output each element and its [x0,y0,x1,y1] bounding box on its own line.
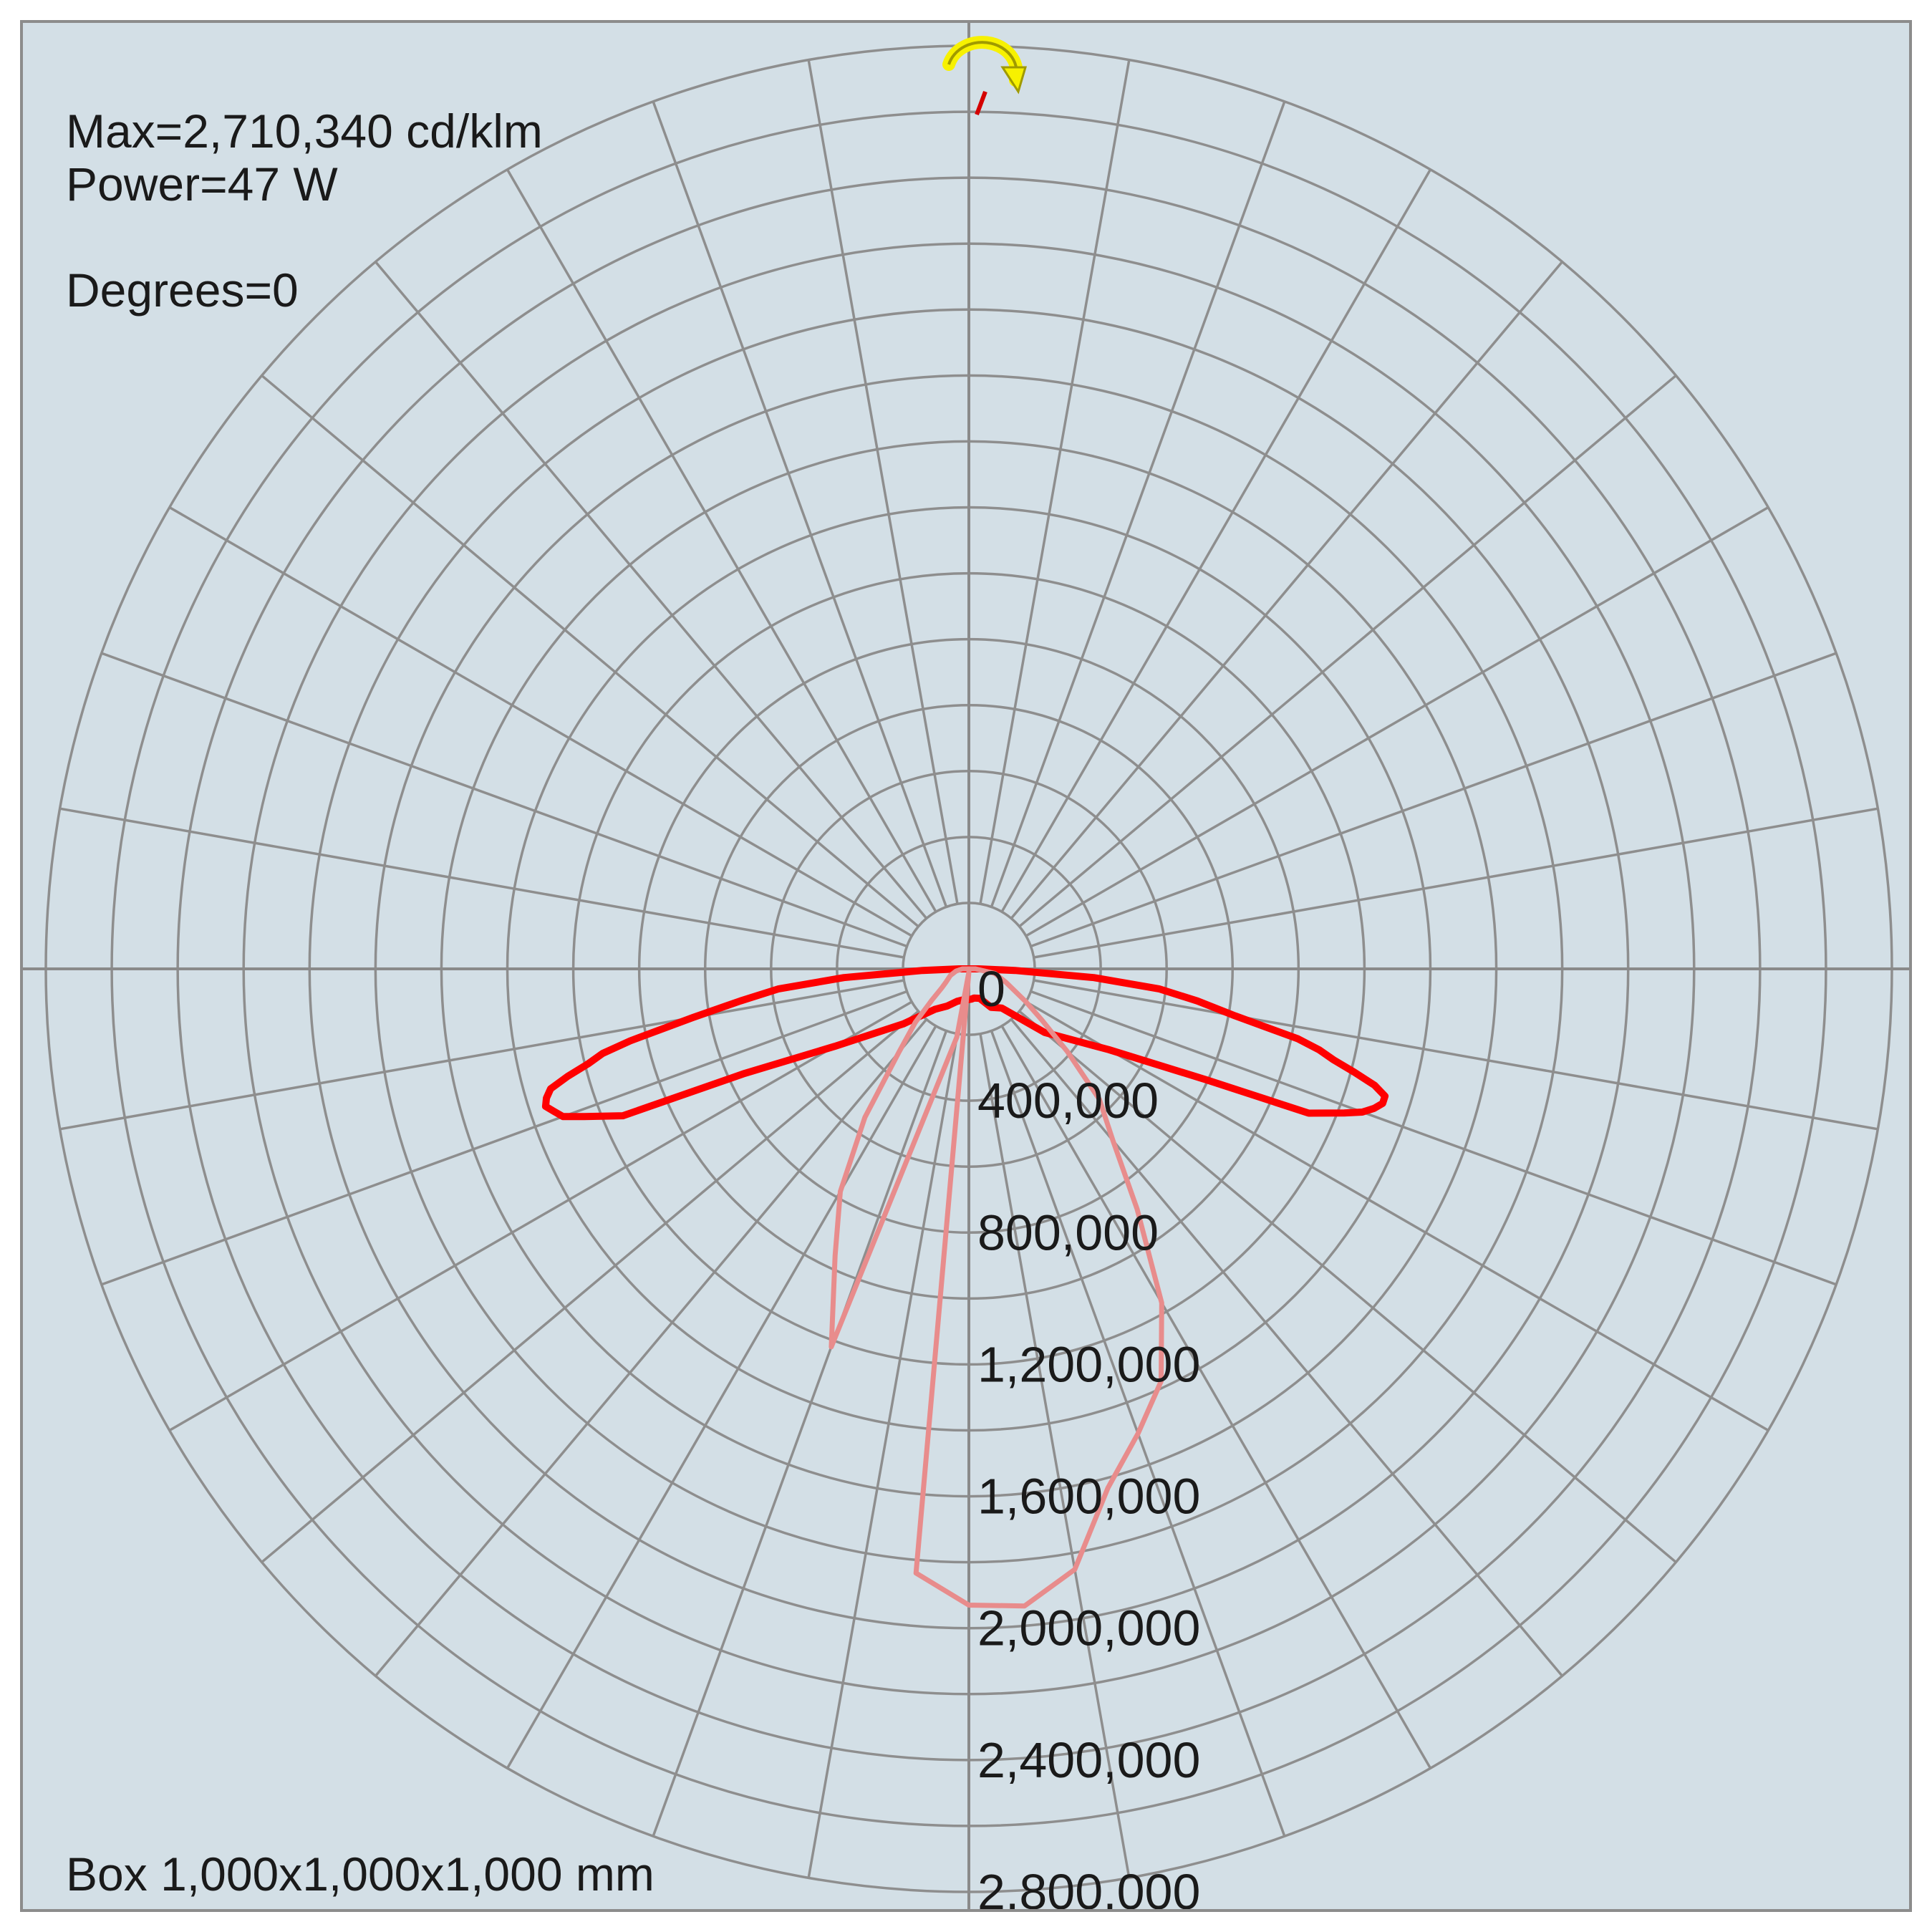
grid-spoke [59,807,904,959]
polar-plot: 0 400,000 800,000 1,200,000 1,600,000 2,000,0… [20,20,1912,1912]
r-tick-label: 400,000 [977,1073,1159,1129]
box-label: Box 1,000x1,000x1,000 mm [66,1848,655,1900]
grid-spoke [1025,506,1769,937]
grid-spoke [1030,652,1837,948]
grid-spoke [1030,990,1837,1286]
grid-spoke [506,1025,937,1769]
grid-spoke [168,506,913,937]
grid-spoke [1000,1025,1432,1769]
grid-spoke [59,979,904,1131]
grid-spoke [1033,979,1878,1131]
polar-chart: 0 400,000 800,000 1,200,000 1,600,000 2,000,0… [23,23,1909,1909]
r-tick-label: 1,600,000 [977,1469,1200,1525]
grid-spoke [990,101,1286,908]
r-tick-label: 2,400,000 [977,1732,1200,1788]
grid-spoke [979,1033,1131,1878]
tick-labels: 0 400,000 800,000 1,200,000 1,600,000 2,000,0… [977,961,1200,1909]
r-tick-label: 0 [977,961,1005,1017]
grid-spoke [652,1030,948,1837]
grid-spoke [1010,261,1563,919]
grid-spoke [1010,1018,1563,1677]
grid-spokes [59,59,1878,1878]
grid-spoke [807,1033,959,1878]
r-tick-label: 1,200,000 [977,1336,1200,1392]
power-label: Power=47 W [66,158,338,211]
grid-spoke [375,261,928,919]
max-label: Max=2,710,340 cd/klm [66,105,543,158]
series-line-2 [829,966,1164,1609]
grid-spoke [101,990,908,1286]
rotate-arrow-icon[interactable] [942,36,1028,116]
grid-spoke [1018,375,1677,928]
grid-spoke [261,1010,919,1563]
degrees-label: Degrees=0 [66,264,299,317]
grid-spoke [1018,1010,1677,1563]
r-tick-label: 2,800,000 [977,1864,1200,1909]
grid-spoke [979,59,1131,904]
grid-spoke [1033,807,1878,959]
grid-spoke [261,375,919,928]
grid-spoke [506,168,937,913]
r-tick-label: 2,000,000 [977,1600,1200,1656]
grid-spoke [375,1018,928,1677]
grid-spoke [1000,168,1432,913]
grid-spoke [807,59,959,904]
grid-spoke [101,652,908,948]
grid-spoke [1025,1000,1769,1432]
r-tick-label: 800,000 [977,1204,1159,1260]
series-layer [541,965,1389,1609]
grid-spoke [652,101,948,908]
grid-spoke [168,1000,913,1432]
